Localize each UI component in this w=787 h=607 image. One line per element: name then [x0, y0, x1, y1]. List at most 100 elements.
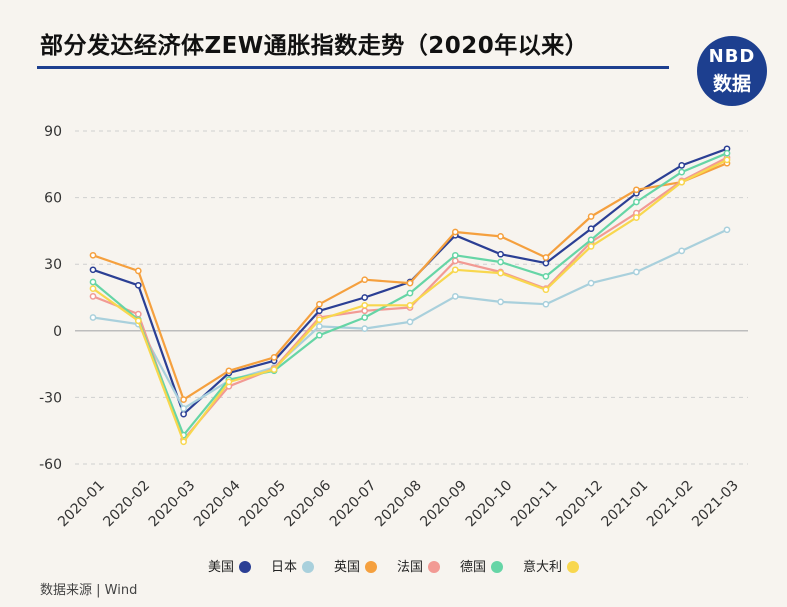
x-tick-label: 2020-03 — [146, 478, 199, 531]
x-tick-label: 2020-09 — [417, 478, 470, 531]
data-point — [723, 149, 731, 157]
y-tick-label: 30 — [44, 257, 62, 273]
x-tick-label: 2020-10 — [463, 478, 516, 531]
data-point — [451, 266, 459, 274]
data-point — [180, 405, 187, 412]
data-point — [406, 318, 414, 326]
y-tick-label: 60 — [44, 191, 62, 207]
series-5 — [89, 156, 731, 446]
data-point — [134, 267, 142, 275]
data-point — [633, 268, 640, 276]
data-point — [451, 228, 459, 236]
legend-swatch — [365, 561, 377, 573]
data-point — [678, 178, 686, 186]
series-1 — [89, 226, 731, 412]
legend-label: 意大利 — [523, 560, 563, 575]
legend-item: 德国 — [460, 556, 504, 575]
data-point — [89, 278, 97, 286]
y-axis: -60 -30 0 30 60 90 — [39, 124, 62, 473]
x-tick-label: 2020-08 — [372, 478, 425, 531]
data-point — [587, 225, 595, 233]
data-point — [316, 300, 323, 308]
series-line — [92, 158, 728, 443]
logo-text-data: 数据 — [712, 73, 751, 95]
data-point — [542, 273, 550, 280]
data-point — [497, 233, 504, 240]
y-tick-label: 90 — [44, 124, 62, 140]
data-point — [89, 251, 97, 259]
data-point — [678, 168, 686, 176]
logo-text-nbd: NBD — [708, 46, 756, 67]
legend-item: 英国 — [334, 556, 377, 575]
legend-swatch — [567, 561, 580, 573]
data-point — [225, 367, 233, 375]
data-point — [587, 243, 595, 250]
series-2 — [89, 159, 731, 403]
x-tick-label: 2020-04 — [191, 477, 244, 530]
data-point — [89, 285, 97, 292]
data-point — [89, 266, 97, 274]
legend-swatch — [238, 561, 251, 573]
data-point — [678, 162, 686, 169]
chart-legend: 美国 日本 英国 法国 德国 意大利 — [0, 556, 787, 575]
data-source: 数据来源 | Wind — [40, 583, 138, 598]
x-tick-label: 2020-05 — [236, 478, 289, 531]
data-point — [723, 156, 731, 164]
data-point — [316, 307, 323, 315]
legend-label: 美国 — [207, 560, 234, 575]
data-point — [451, 293, 459, 300]
legend-item: 美国 — [208, 556, 251, 575]
data-point — [89, 314, 97, 321]
x-tick-label: 2020-01 — [55, 478, 108, 531]
data-point — [633, 186, 640, 194]
x-tick-label: 2021-02 — [644, 478, 697, 531]
data-point — [316, 331, 323, 339]
data-point — [406, 279, 414, 287]
data-point — [361, 276, 369, 284]
x-tick-label: 2020-11 — [508, 478, 561, 531]
data-point — [497, 250, 504, 258]
legend-swatch — [428, 561, 441, 573]
y-tick-label: -30 — [39, 390, 62, 406]
x-tick-label: 2020-06 — [282, 477, 335, 530]
data-point — [134, 317, 142, 325]
x-tick-label: 2021-01 — [599, 478, 652, 531]
legend-swatch — [301, 561, 314, 573]
data-point — [89, 293, 97, 300]
data-point — [542, 300, 550, 308]
data-point — [633, 214, 640, 221]
data-point — [542, 259, 550, 267]
data-point — [497, 258, 504, 266]
data-point — [406, 289, 414, 297]
data-point — [134, 310, 142, 318]
data-point — [723, 226, 731, 234]
data-point — [542, 286, 550, 294]
data-point — [587, 213, 595, 220]
x-axis: 2020-012020-022020-032020-042020-052020-… — [55, 477, 742, 530]
chart-grid — [75, 130, 748, 465]
data-point — [361, 325, 369, 332]
data-point — [316, 316, 323, 324]
legend-label: 日本 — [270, 560, 297, 575]
legend-label: 德国 — [460, 560, 487, 575]
data-point — [587, 279, 595, 287]
data-point — [361, 314, 369, 321]
data-point — [361, 301, 369, 309]
nbd-logo: NBD 数据 — [697, 36, 767, 106]
x-tick-label: 2020-12 — [553, 478, 606, 531]
y-tick-label: 0 — [53, 324, 62, 340]
data-point — [316, 323, 323, 330]
series-lines — [89, 145, 731, 446]
data-point — [180, 438, 187, 446]
data-point — [225, 378, 233, 386]
x-tick-label: 2021-03 — [689, 478, 742, 531]
legend-label: 法国 — [397, 560, 424, 575]
legend-item: 法国 — [397, 556, 441, 575]
title-underline — [37, 66, 669, 69]
legend-item: 意大利 — [523, 556, 580, 575]
y-tick-label: -60 — [39, 457, 62, 473]
data-point — [180, 396, 187, 403]
legend-label: 英国 — [333, 560, 360, 575]
data-point — [633, 198, 640, 206]
